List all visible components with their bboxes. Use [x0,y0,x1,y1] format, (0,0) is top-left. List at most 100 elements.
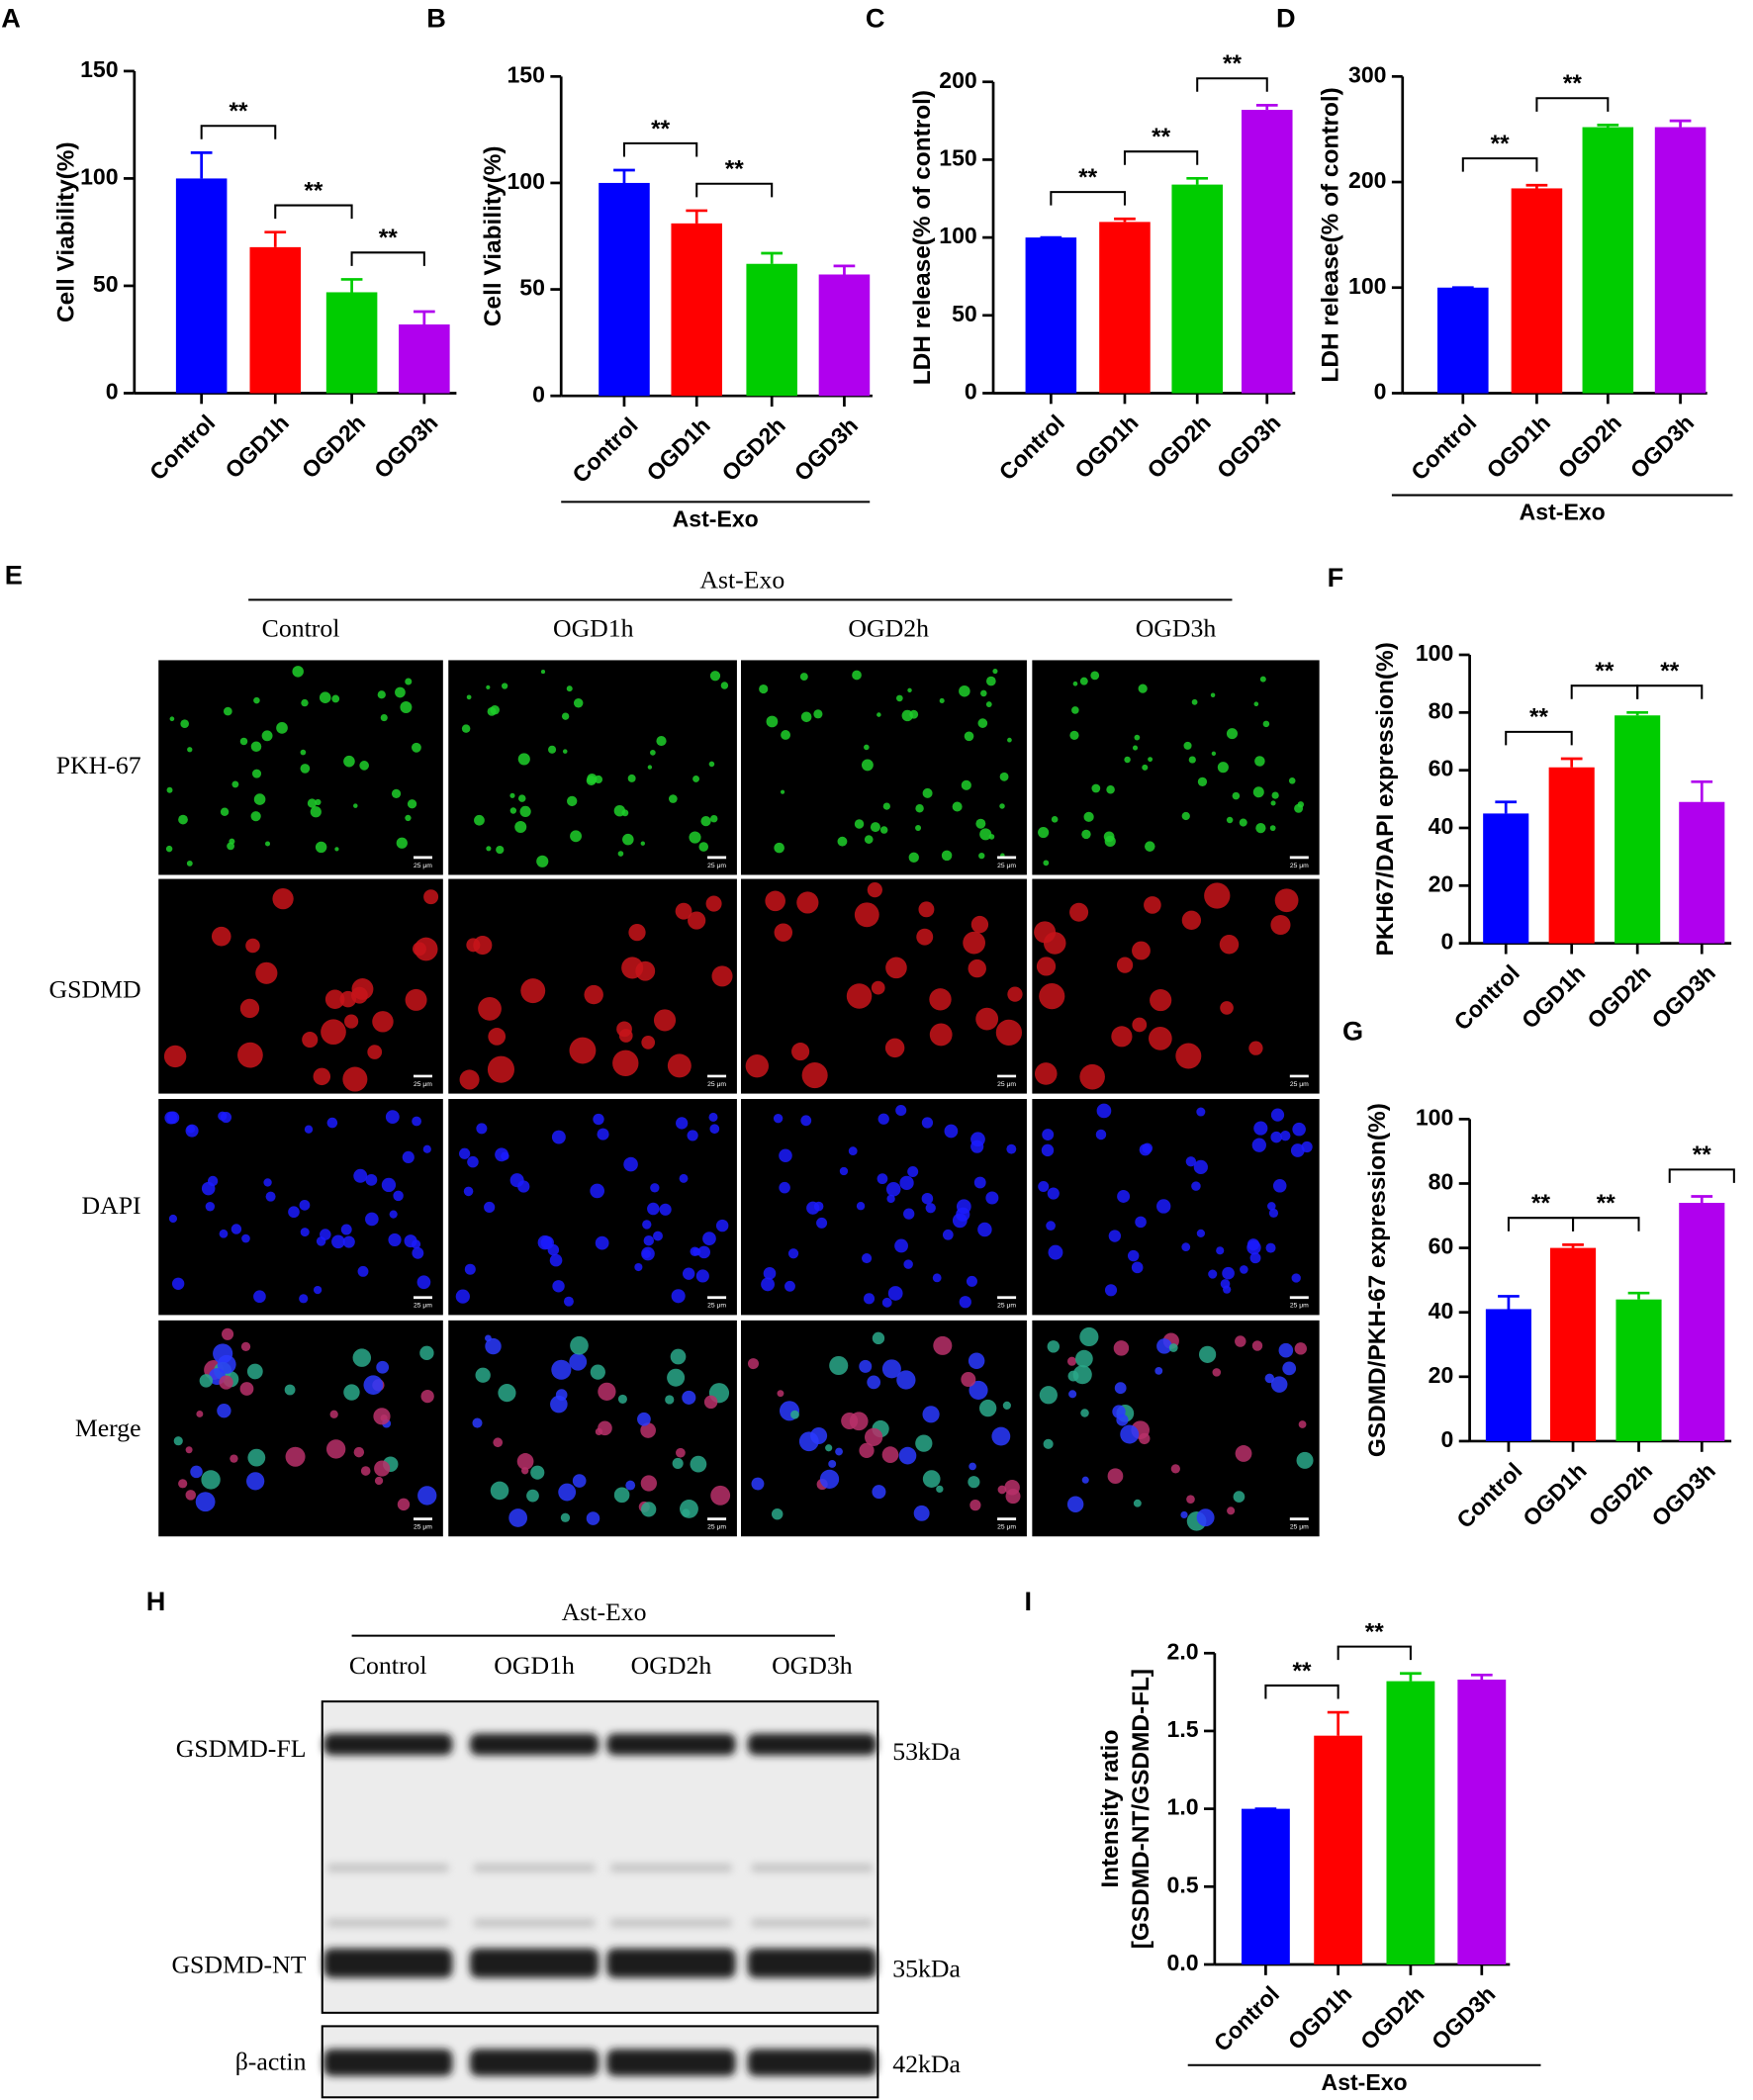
cell [670,1348,687,1365]
cell [640,841,645,846]
bar [1314,1735,1363,1964]
cell [970,1132,985,1147]
cell [551,1359,572,1380]
scale-bar-label: 25 μm [997,1081,1016,1088]
cell [509,1173,524,1188]
cell [781,730,791,740]
cell [813,1201,824,1212]
cell [1181,1242,1191,1252]
cell [970,915,989,934]
bar [249,246,302,394]
cell [320,1229,331,1240]
band [469,2049,600,2076]
significance-label: ** [725,156,744,183]
cell [799,673,808,682]
x-tick-label: Control [1406,410,1481,485]
x-tick-label: Control [567,412,642,488]
cell [464,1263,476,1275]
cell [219,1375,233,1390]
cell [1267,1202,1276,1211]
significance-label: ** [379,225,398,251]
cell [1235,1335,1246,1347]
cell [959,1296,971,1309]
cell [671,1289,686,1304]
cell [627,774,636,782]
cell [376,1360,390,1374]
cell [1071,706,1079,714]
x-tick-label: OGD3h [1427,1981,1501,2055]
cell [301,698,309,707]
cell [653,1009,677,1032]
cell [372,1011,394,1033]
cell [385,1110,400,1125]
cell [688,911,706,930]
cell [342,1235,355,1248]
cell [598,1420,612,1436]
cell [637,1412,651,1426]
cell [1255,822,1266,834]
cell [168,1214,178,1224]
column-label: OGD2h [848,613,929,642]
significance-label: ** [1152,124,1170,150]
cell [709,1124,720,1135]
cell [405,678,413,685]
cell [363,1375,384,1395]
significance-bracket [1196,77,1268,92]
significance-bracket [1636,685,1704,699]
cell [898,1446,917,1465]
cell [641,1036,656,1050]
cell [952,1213,968,1229]
error-bar [833,264,856,275]
band-size: 53kDa [892,1737,961,1766]
cell [1262,720,1270,728]
cell [186,860,193,867]
y-tick-label: 150 [507,61,544,87]
cell [495,1147,508,1162]
cell [1091,783,1101,793]
cell [929,1023,953,1047]
cell [700,816,711,827]
column-label: Control [349,1651,427,1680]
cell [411,742,421,753]
significance-bracket [622,141,698,157]
cell [650,1183,660,1193]
cell [747,1358,759,1370]
cell [774,923,793,942]
cell [1066,1356,1077,1366]
cell [359,761,369,771]
cell [1135,1216,1147,1229]
cell [166,786,173,793]
scale-bar-label: 25 μm [707,1524,726,1531]
group-label: Ast-Exo [1322,2069,1408,2095]
cell [407,799,417,809]
cell [1296,1451,1314,1469]
cell [779,1181,790,1194]
cell [550,1395,568,1414]
cell [1067,1370,1079,1382]
cell [388,1233,402,1247]
cell [879,826,888,834]
cell [405,988,427,1011]
cell [766,715,779,728]
cell [393,1190,404,1202]
band-size: 42kDa [892,2050,961,2078]
cell [884,1038,905,1058]
cell [395,686,406,698]
cell [886,1194,895,1204]
cell [936,1485,944,1494]
cell [665,1395,675,1405]
error-bar [1691,1195,1713,1204]
cell [1120,1424,1140,1444]
band-name: GSDMD-FL [176,1734,307,1763]
cell [357,1265,369,1277]
cell [944,1124,959,1139]
cell [199,1374,214,1388]
group-label: Ast-Exo [673,505,759,531]
cell [980,689,987,697]
bar [1485,1309,1531,1441]
cell [405,814,412,822]
cell [915,804,924,813]
cell [969,1380,988,1401]
cell [1253,1121,1268,1136]
cell [276,722,288,734]
